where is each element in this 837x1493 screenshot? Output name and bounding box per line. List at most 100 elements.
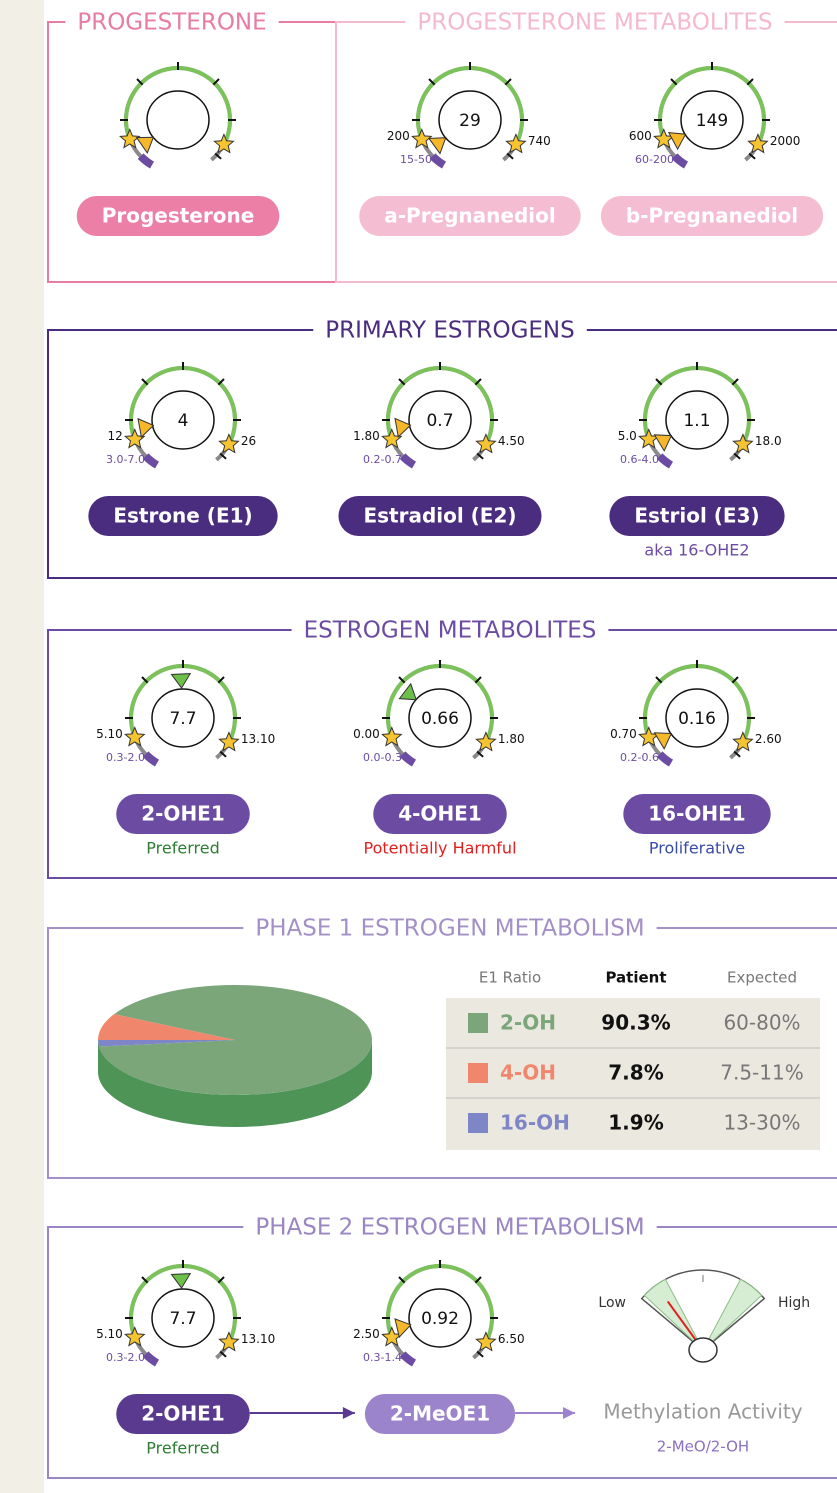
gauge-range-marker <box>142 453 160 469</box>
pill-bg <box>359 196 581 236</box>
gauge-optimal <box>386 664 494 744</box>
title-bg <box>405 7 785 37</box>
gauge-pointer <box>653 434 673 452</box>
gauge-low: 2.50 <box>353 1327 380 1341</box>
gauge-high: 2000 <box>770 134 801 148</box>
pill: a-Pregnanediol <box>359 196 581 236</box>
gauge-star <box>475 433 497 454</box>
gauge-star <box>475 1331 497 1352</box>
gauge-pointer <box>137 417 155 439</box>
pill: 4-OHE1 <box>373 794 507 834</box>
gauge-star <box>638 726 660 747</box>
gauge-value: 29 <box>459 111 481 131</box>
gauge-tick <box>217 676 225 684</box>
pill: b-Pregnanediol <box>600 196 824 236</box>
title-bg <box>243 913 657 943</box>
row-name: 4-OH <box>500 1061 556 1085</box>
gauge-tick <box>474 378 482 386</box>
gauge-value: 7.7 <box>169 1309 196 1329</box>
gauge-low: 5.10 <box>96 727 123 741</box>
gauge-tick <box>141 1276 149 1284</box>
gauge-range-marker <box>656 751 674 767</box>
gauge-tick <box>731 676 739 684</box>
pill-bg <box>116 794 250 834</box>
pill: Estriol (E3) <box>609 496 785 536</box>
pill-note: Preferred <box>146 839 219 858</box>
gauge-range-marker <box>399 453 417 469</box>
gauge-range: 0.0-0.3 <box>363 751 402 764</box>
pill-label: b-Pregnanediol <box>626 204 798 228</box>
gauge-range-marker <box>142 751 160 767</box>
gauge-range: 0.3-1.4 <box>363 1351 402 1364</box>
gauge-tick <box>476 750 484 758</box>
legend-swatch <box>468 1113 488 1133</box>
arrow-head <box>563 1407 575 1419</box>
gauge-dial <box>151 688 215 748</box>
pill-label: Progesterone <box>102 204 255 228</box>
gauge-star <box>218 731 240 752</box>
gauge-tick <box>504 78 512 86</box>
gauge-dial <box>680 90 744 150</box>
pill-bg <box>76 196 280 236</box>
gauge-high: 13.10 <box>241 732 275 746</box>
gauge-tick <box>398 676 406 684</box>
pill-bg <box>600 196 824 236</box>
pill-bg <box>623 794 771 834</box>
gauge-low: 1.80 <box>353 429 380 443</box>
gauge-low: 0.70 <box>610 727 637 741</box>
gauge-range: 3.0-7.0 <box>106 453 145 466</box>
pill: 2-MeOE1 <box>364 1394 516 1434</box>
gauge-range: 0.2-0.6 <box>620 751 659 764</box>
activity-label: Methylation Activity <box>603 1400 802 1424</box>
title-bg <box>243 1212 657 1242</box>
arrow-head <box>342 1407 355 1419</box>
gauge-star <box>411 128 433 149</box>
gauge-tick <box>733 750 741 758</box>
pill-label: 16-OHE1 <box>648 802 745 826</box>
gauge-range-marker <box>656 453 674 469</box>
row-name: 2-OH <box>500 1011 556 1035</box>
gauge-dial <box>665 688 729 748</box>
gauge-high: 18.0 <box>755 434 782 448</box>
gauge-star <box>213 133 235 154</box>
row-patient: 1.9% <box>608 1111 663 1135</box>
gauge-star <box>381 726 403 747</box>
gauge-high: 2.60 <box>755 732 782 746</box>
gauge-high: 6.50 <box>498 1332 525 1346</box>
gauge-dial <box>408 390 472 450</box>
pill-label: 2-OHE1 <box>141 802 225 826</box>
gauge-low: 5.10 <box>96 1327 123 1341</box>
row-name: 16-OH <box>500 1111 570 1135</box>
pill-note: Proliferative <box>649 839 745 858</box>
section-title: PRIMARY ESTROGENS <box>325 318 575 344</box>
gauge-dial <box>408 688 472 748</box>
gauge-optimal <box>386 1264 494 1344</box>
gauge-tick <box>476 452 484 460</box>
activity-band <box>702 1278 763 1351</box>
gauge-optimal <box>129 366 237 446</box>
gauge-tick <box>474 1276 482 1284</box>
gauge-pointer <box>170 673 192 689</box>
section-title: PHASE 1 ESTROGEN METABOLISM <box>255 916 644 942</box>
gauge-star <box>653 128 675 149</box>
gauge-value: 0.16 <box>678 709 716 729</box>
pie-slice <box>98 1014 235 1040</box>
gauge-tick <box>217 1276 225 1284</box>
section-border <box>335 21 837 283</box>
gauge-star <box>505 133 527 154</box>
gauge-range: 0.3-2.0 <box>106 751 145 764</box>
pill-note: Potentially Harmful <box>363 839 516 858</box>
gauge-tick <box>506 152 514 160</box>
gauge-value: 4 <box>178 411 189 431</box>
pie-side <box>98 1040 372 1127</box>
pill: 2-OHE1 <box>116 1394 250 1434</box>
gauge-star <box>124 1326 146 1347</box>
gauge-star <box>475 731 497 752</box>
gauge-high: 4.50 <box>498 434 525 448</box>
gauge-dial <box>408 1288 472 1348</box>
legend-swatch <box>468 1063 488 1083</box>
gauge-range-marker <box>429 153 447 169</box>
gauge-high: 26 <box>241 434 256 448</box>
gauge-value: 0.7 <box>426 411 453 431</box>
gauge-tick <box>217 378 225 386</box>
